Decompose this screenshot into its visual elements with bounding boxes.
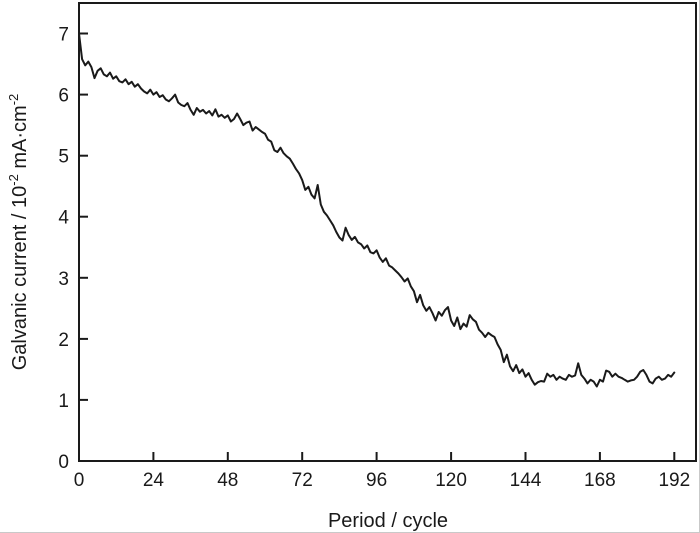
x-tick-label: 48 bbox=[217, 470, 238, 491]
chart-generated-layer: 0 24 48 72 96 120 144 168 192 0 1 2 3 4 5 6 7 Galvanic cu… bbox=[6, 25, 690, 492]
x-tick-label: 96 bbox=[366, 470, 387, 491]
plot-border bbox=[78, 2, 697, 462]
y-tick-label: 7 bbox=[58, 25, 69, 46]
data-line bbox=[78, 32, 676, 388]
x-tick-label: 0 bbox=[74, 470, 85, 491]
y-tick-label: 3 bbox=[58, 269, 69, 290]
x-tick-label: 120 bbox=[435, 470, 467, 491]
y-tick-label: 4 bbox=[58, 208, 69, 229]
y-tick-label: 5 bbox=[58, 147, 69, 168]
x-tick-label: 192 bbox=[658, 470, 690, 491]
x-tick-label: 168 bbox=[584, 470, 616, 491]
y-tick-label: 2 bbox=[58, 330, 69, 351]
x-axis-title: Period / cycle bbox=[328, 510, 448, 532]
y-tick-label: 1 bbox=[58, 391, 69, 412]
x-tick-label: 24 bbox=[143, 470, 165, 491]
y-tick-label: 6 bbox=[58, 86, 69, 107]
x-tick-label: 72 bbox=[292, 470, 313, 491]
y-axis-title: Galvanic current / 10-2 mA·cm-2 bbox=[6, 94, 31, 371]
y-tick-label: 0 bbox=[58, 452, 69, 473]
x-tick-label: 144 bbox=[510, 470, 542, 491]
